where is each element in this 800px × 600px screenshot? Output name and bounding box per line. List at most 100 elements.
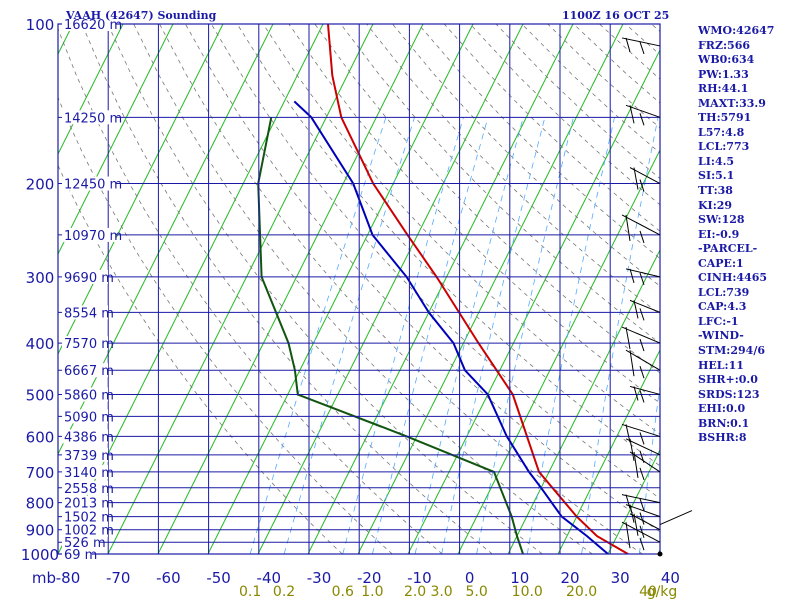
dry-adiabat-line bbox=[58, 27, 443, 554]
index-item: CINH:4465 bbox=[698, 271, 768, 285]
dry-adiabat-line bbox=[58, 164, 343, 554]
wind-barb-flag bbox=[633, 300, 639, 319]
height-label-backing bbox=[62, 480, 108, 495]
wind-barb-staff bbox=[621, 494, 661, 504]
wind-barb bbox=[629, 167, 661, 192]
temperature-tick-label: -60 bbox=[156, 569, 181, 587]
plot-frame bbox=[57, 23, 661, 555]
mixing-ratio-label: 1.0 bbox=[361, 584, 383, 600]
mixing-ratio-label: 40 bbox=[639, 584, 657, 600]
mixing-ratio-line bbox=[283, 117, 415, 554]
wind-barb-flag bbox=[639, 41, 645, 55]
isotherm-line bbox=[607, 448, 660, 554]
mixing-ratio-label: 20.0 bbox=[566, 584, 597, 600]
index-item: WMO:42647 bbox=[698, 24, 775, 37]
wind-barb-staff bbox=[659, 510, 693, 526]
wind-barb bbox=[621, 494, 661, 511]
height-label-backing bbox=[62, 305, 108, 320]
wind-barb-flag bbox=[639, 366, 645, 379]
dry-adiabat-line bbox=[185, 24, 660, 533]
height-label-backing bbox=[62, 363, 108, 378]
isotherm-line bbox=[457, 148, 660, 554]
wind-barb bbox=[629, 299, 661, 321]
mixing-ratio-line bbox=[441, 117, 546, 554]
isotherm-line bbox=[0, 24, 23, 554]
wind-barb-flag bbox=[625, 424, 631, 443]
height-label-backing bbox=[62, 176, 116, 191]
height-label-backing bbox=[62, 447, 108, 462]
index-item: KI:29 bbox=[698, 198, 733, 212]
height-label: 5090 m bbox=[64, 410, 114, 425]
mixing-ratio-line bbox=[639, 383, 660, 554]
pressure-tick-label: 400 bbox=[26, 335, 55, 353]
height-label: 14250 m bbox=[64, 111, 122, 126]
temperature-tick-label: 20 bbox=[560, 569, 579, 587]
wind-barb-flag bbox=[625, 494, 631, 509]
index-item: BSHR:8 bbox=[698, 431, 747, 445]
wind-barb-flag bbox=[639, 538, 645, 551]
pressure-tick-label: 200 bbox=[26, 176, 55, 194]
wind-barb-flag bbox=[639, 467, 645, 481]
height-label: 8554 m bbox=[64, 306, 114, 321]
dry-adiabat-line bbox=[107, 24, 543, 554]
wind-barb-staff bbox=[625, 438, 661, 456]
mixing-ratio-line bbox=[414, 117, 524, 554]
wind-barb-flag bbox=[625, 214, 631, 241]
mixing-ratio-line bbox=[372, 117, 489, 554]
height-label: 2558 m bbox=[64, 482, 114, 497]
temperature-tick-label: 40 bbox=[661, 569, 680, 587]
index-item: HEL:11 bbox=[698, 358, 744, 372]
height-label-backing bbox=[62, 509, 108, 524]
index-item: CAP:4.3 bbox=[698, 300, 747, 314]
chart-title: VAAH (42647) Sounding bbox=[66, 9, 217, 22]
index-item: LI:4.5 bbox=[698, 154, 735, 168]
mixing-ratio-label: 3.0 bbox=[430, 584, 452, 600]
wind-barb-flag bbox=[633, 451, 639, 478]
wind-barb-flag bbox=[639, 230, 645, 244]
index-item: EI:-0.9 bbox=[698, 227, 740, 241]
wind-barb-flag bbox=[639, 498, 645, 511]
index-item: LFC:-1 bbox=[698, 314, 739, 328]
mixing-ratio-label: 0.1 bbox=[239, 584, 261, 600]
wind-barb bbox=[621, 521, 661, 551]
temperature-tick-label: 0 bbox=[465, 569, 475, 587]
mixing-ratio-line bbox=[342, 117, 464, 554]
index-item: SRDS:123 bbox=[698, 387, 760, 401]
x-unit-label: mb bbox=[32, 569, 56, 587]
temperature-tick-label: -20 bbox=[357, 569, 382, 587]
wind-barb-staff bbox=[621, 214, 661, 236]
stability-indices-panel: WMO:42647 FRZ:566 WB0:634 PW:1.33 RH:44.1 MAX… bbox=[698, 24, 774, 446]
wind-barb-staff bbox=[629, 513, 661, 531]
wind-barb-flag bbox=[629, 268, 635, 284]
height-label-backing bbox=[62, 522, 108, 537]
height-label: 2013 m bbox=[64, 497, 114, 512]
temperature-tick-label: -50 bbox=[206, 569, 231, 587]
pressure-tick-label: 300 bbox=[26, 269, 55, 287]
wind-barb bbox=[625, 504, 661, 525]
mixing-ratio-label: 10.0 bbox=[512, 584, 543, 600]
pressure-tick-label: 100 bbox=[26, 16, 55, 34]
observation-time: 1100Z 16 OCT 25 bbox=[562, 9, 670, 22]
wind-barb-staff bbox=[625, 268, 661, 278]
height-label: 10970 m bbox=[64, 229, 122, 244]
height-label-backing bbox=[62, 269, 108, 284]
isotherm-line bbox=[58, 24, 174, 256]
wind-barb-flag bbox=[625, 522, 631, 549]
wind-barb bbox=[625, 268, 661, 286]
mixing-ratio-line bbox=[476, 117, 574, 554]
index-item: WB0:634 bbox=[698, 53, 755, 67]
isotherm-line bbox=[507, 248, 660, 554]
surface-wind-marker bbox=[657, 551, 663, 557]
wind-barb-flag bbox=[629, 504, 635, 523]
wind-barb-flag bbox=[633, 167, 639, 190]
index-item: TT:38 bbox=[698, 184, 733, 198]
temperature-tick-label: -30 bbox=[307, 569, 332, 587]
pressure-tick-label: 700 bbox=[26, 464, 55, 482]
mixing-ratio-label: 2.0 bbox=[404, 584, 426, 600]
wind-barb-flag bbox=[633, 513, 639, 536]
mixing-ratio-label: 0.6 bbox=[332, 584, 354, 600]
isotherm-line bbox=[58, 24, 274, 456]
height-label-backing bbox=[62, 495, 108, 510]
wind-barb bbox=[621, 423, 661, 445]
wind-barb bbox=[621, 214, 661, 244]
